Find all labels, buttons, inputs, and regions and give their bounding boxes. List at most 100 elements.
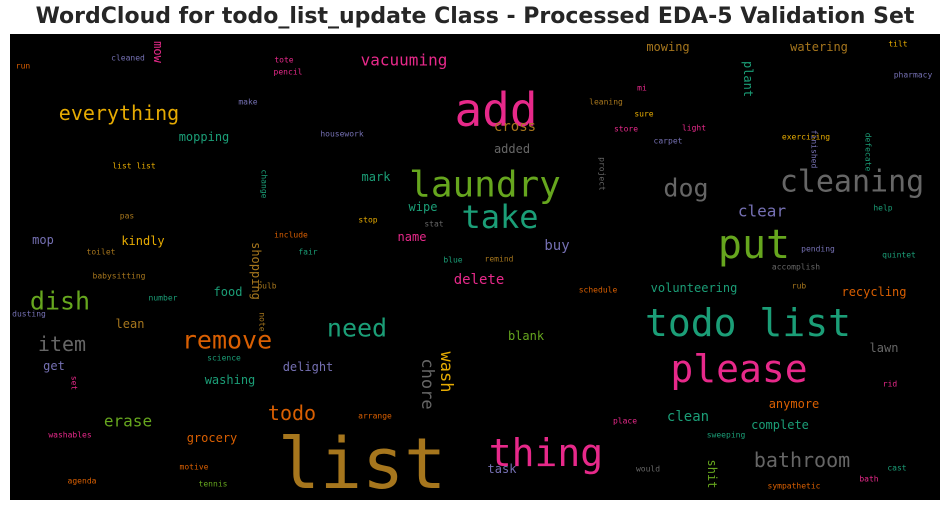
word-run: run: [16, 62, 31, 71]
word-bulb: bulb: [257, 282, 276, 291]
word-dusting: dusting: [12, 310, 46, 319]
word-sweeping: sweeping: [707, 431, 746, 440]
word-get: get: [43, 359, 65, 373]
word-thing: thing: [489, 431, 603, 475]
word-mi: mi: [637, 84, 647, 93]
wordcloud-canvas: list add todo list put please thing laundry cle…: [10, 34, 940, 500]
word-mowing: mowing: [646, 40, 689, 54]
word-make: make: [238, 98, 257, 107]
word-erase: erase: [104, 412, 152, 431]
word-defecate: defecate: [864, 133, 873, 172]
word-babysitting: babysitting: [93, 272, 146, 281]
word-tilt: tilt: [888, 40, 907, 49]
word-quintet: quintet: [882, 251, 916, 260]
word-shit: shit: [705, 460, 719, 489]
word-pencil: pencil: [274, 68, 303, 77]
wordcloud-svg: list add todo list put please thing laundry cle…: [12, 40, 933, 501]
word-sympathetic: sympathetic: [768, 482, 821, 491]
word-dish: dish: [30, 287, 90, 316]
word-name: name: [398, 230, 427, 244]
word-pharmacy: pharmacy: [894, 71, 933, 80]
word-motive: motive: [180, 463, 209, 472]
word-stat: stat: [424, 220, 443, 229]
word-added: added: [494, 142, 530, 156]
word-schedule: schedule: [579, 286, 618, 295]
word-delight: delight: [283, 360, 334, 374]
chart-title: WordCloud for todo_list_update Class - P…: [35, 4, 915, 29]
word-need: need: [327, 314, 387, 343]
word-help: help: [873, 204, 892, 213]
word-clean: clean: [667, 409, 709, 425]
word-list: list: [278, 423, 447, 500]
word-grocery: grocery: [187, 431, 238, 445]
word-finished: finished: [810, 130, 819, 169]
word-toilet: toilet: [87, 248, 116, 257]
word-leaning: leaning: [589, 98, 623, 107]
word-wash: wash: [436, 352, 456, 393]
word-complete: complete: [751, 418, 809, 432]
word-sure: sure: [634, 110, 653, 119]
word-pas: pas: [120, 212, 135, 221]
word-tennis: tennis: [199, 480, 228, 489]
word-housework: housework: [320, 130, 364, 139]
word-washing: washing: [205, 373, 256, 387]
word-stop: stop: [358, 216, 377, 225]
word-item: item: [38, 332, 86, 356]
word-buy: buy: [544, 238, 569, 254]
word-todo-list: todo list: [645, 301, 851, 345]
word-vacuuming: vacuuming: [361, 51, 448, 70]
word-cleaned: cleaned: [111, 54, 145, 63]
word-kindly: kindly: [121, 234, 164, 248]
word-change: change: [260, 170, 269, 199]
word-blue: blue: [443, 256, 462, 265]
word-put: put: [718, 222, 790, 268]
word-light: light: [682, 124, 706, 133]
word-carpet: carpet: [654, 137, 683, 146]
word-please: please: [670, 347, 807, 391]
word-remove: remove: [182, 326, 272, 355]
word-cleaning: cleaning: [780, 165, 925, 200]
word-recycling: recycling: [841, 285, 906, 299]
word-watering: watering: [790, 40, 848, 54]
word-store: store: [614, 125, 638, 134]
word-bathroom: bathroom: [754, 448, 850, 472]
word-list-list: list list: [112, 162, 156, 171]
word-lawn: lawn: [870, 341, 899, 355]
word-exercising: exercising: [782, 133, 830, 142]
word-rid: rid: [883, 380, 898, 389]
word-clear: clear: [738, 202, 787, 221]
word-fair: fair: [298, 248, 317, 257]
word-cross: cross: [494, 119, 536, 135]
word-would: would: [636, 465, 660, 474]
word-washables: washables: [48, 431, 92, 440]
word-add: add: [454, 83, 537, 137]
word-anymore: anymore: [769, 397, 820, 411]
word-science: science: [207, 354, 241, 363]
word-todo: todo: [268, 401, 316, 425]
word-mow: mow: [151, 41, 165, 63]
word-food: food: [214, 285, 243, 299]
word-include: include: [274, 231, 308, 240]
word-pending: pending: [801, 245, 835, 254]
word-remind: remind: [485, 255, 514, 264]
word-laundry: laundry: [409, 165, 561, 206]
word-lean: lean: [116, 317, 145, 331]
word-tote: tote: [274, 56, 293, 65]
word-plant: plant: [741, 61, 755, 97]
word-blank: blank: [508, 329, 545, 343]
word-set: set: [70, 376, 79, 391]
word-project: project: [598, 157, 607, 191]
word-place: place: [613, 417, 637, 426]
word-note: note: [258, 312, 267, 331]
word-task: task: [488, 462, 518, 476]
word-volunteering: volunteering: [651, 281, 738, 295]
word-mop: mop: [32, 233, 54, 247]
word-everything: everything: [59, 101, 179, 125]
word-take: take: [461, 198, 538, 236]
word-arrange: arrange: [358, 412, 392, 421]
word-cast: cast: [887, 464, 906, 473]
word-accomplish: accomplish: [772, 263, 820, 272]
word-bath: bath: [859, 475, 878, 484]
word-wipe: wipe: [409, 200, 438, 214]
word-agenda: agenda: [68, 477, 97, 486]
